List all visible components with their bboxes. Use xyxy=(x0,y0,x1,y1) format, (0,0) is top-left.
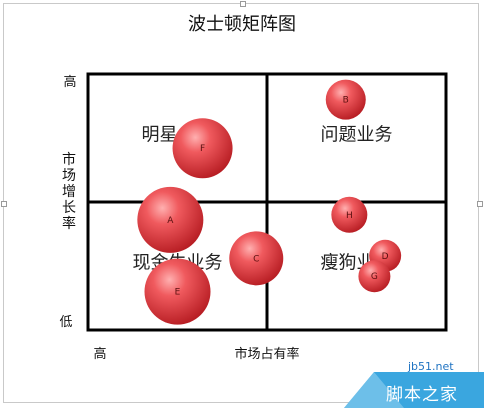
resize-handle-right[interactable] xyxy=(477,201,483,207)
x-tick-label: 高 xyxy=(93,346,106,362)
y-tick-label: 低 xyxy=(59,315,72,330)
chart-title: 波士顿矩阵图 xyxy=(188,14,296,35)
bubble-label: G xyxy=(371,272,378,282)
bubble-h[interactable] xyxy=(331,196,368,233)
bubble-b[interactable] xyxy=(325,79,366,120)
bubble-label: H xyxy=(346,211,353,221)
watermark-banner xyxy=(344,372,484,408)
y-tick-label: 高 xyxy=(63,74,76,90)
watermark-url: jb51.net xyxy=(408,360,454,373)
watermark-shape xyxy=(344,372,484,408)
bubble-g[interactable] xyxy=(358,260,391,293)
bubble-label: B xyxy=(343,96,349,106)
bubble-f[interactable] xyxy=(172,118,233,179)
bubble-a[interactable] xyxy=(137,186,204,253)
bubble-label: D xyxy=(382,252,389,262)
quadrant-label: 问题业务 xyxy=(321,125,393,146)
watermark-name: 脚本之家 xyxy=(386,385,458,405)
resize-handle-top[interactable] xyxy=(240,1,246,7)
bubble-label: A xyxy=(167,216,174,226)
resize-handle-left[interactable] xyxy=(1,201,7,207)
bubble-c[interactable] xyxy=(229,231,284,286)
y-axis-label: 市场增长率 xyxy=(62,152,76,232)
bubble-label: F xyxy=(200,144,205,154)
bubble-e[interactable] xyxy=(144,258,211,325)
bubble-label: E xyxy=(175,288,181,298)
bubble-label: C xyxy=(253,254,259,264)
x-axis-label: 市场占有率 xyxy=(234,346,299,362)
